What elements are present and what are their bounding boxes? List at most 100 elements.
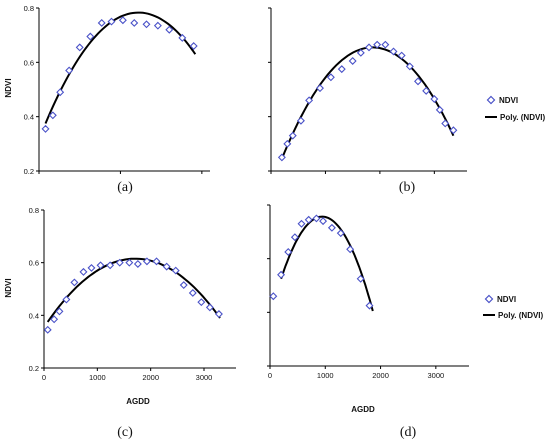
x-axis-title-d: AGDD — [351, 405, 375, 414]
panel-c: 0.2 0.4 0.6 0.8 0 1000 2000 3000 NDVI AGDD (c) — [4, 206, 236, 440]
legend-label-poly: Poly. (NDVI) — [500, 113, 546, 122]
panel-label-d: (d) — [400, 425, 417, 440]
y-tick-label: 0.8 — [29, 206, 39, 215]
data-point — [189, 42, 198, 51]
panel-a: 0.2 0.4 0.6 0.8 NDVI (a) — [4, 4, 210, 195]
data-point — [115, 258, 124, 267]
fit-line — [280, 215, 374, 312]
data-point — [214, 310, 223, 318]
y-tick-label: 0.8 — [24, 4, 34, 13]
diamond-icon — [484, 294, 494, 304]
data-point — [153, 21, 162, 30]
panel-b: (b) — [268, 7, 467, 195]
data-point — [389, 47, 398, 56]
panel-d: 0 1000 2000 3000 AGDD (d) — [267, 204, 469, 440]
data-point — [296, 116, 305, 125]
data-point — [56, 88, 65, 97]
data-point — [87, 263, 96, 272]
x-tick-label: 1000 — [89, 373, 106, 382]
data-point — [188, 288, 197, 297]
data-point — [75, 43, 84, 52]
data-point — [336, 229, 345, 238]
data-point — [422, 86, 431, 95]
data-point — [346, 245, 355, 254]
data-point — [441, 119, 450, 128]
data-point — [290, 233, 299, 242]
data-point — [284, 247, 293, 256]
data-point — [125, 258, 134, 267]
data-point — [48, 111, 57, 120]
data-point — [277, 270, 286, 279]
x-tick-label: 3000 — [196, 373, 213, 382]
data-point — [430, 95, 439, 103]
plot-area-a: 0.2 0.4 0.6 0.8 — [24, 4, 210, 176]
panel-label-a: (a) — [117, 180, 133, 195]
y-tick-label: 0.6 — [24, 58, 34, 67]
data-point — [130, 18, 139, 27]
plot-area-c: 0.2 0.4 0.6 0.8 0 1000 2000 3000 — [29, 206, 236, 382]
data-point — [43, 325, 52, 334]
plot-area-d: 0 1000 2000 3000 — [267, 204, 469, 380]
data-point — [319, 217, 328, 226]
legend-label-poly: Poly. (NDVI) — [498, 311, 544, 320]
data-point — [305, 96, 314, 105]
data-point — [162, 262, 171, 271]
data-point — [277, 153, 286, 162]
data-point — [312, 214, 321, 223]
plot-area-b — [268, 7, 467, 174]
fit-line — [280, 46, 455, 160]
data-point — [283, 139, 292, 148]
data-point — [165, 25, 174, 34]
data-point — [316, 84, 324, 93]
data-point — [118, 16, 127, 25]
data-point — [297, 219, 306, 228]
legend-bottom: NDVI Poly. (NDVI) — [483, 294, 544, 320]
data-point — [414, 77, 422, 86]
data-point — [152, 257, 161, 266]
data-point — [79, 267, 88, 276]
data-point — [205, 303, 214, 312]
data-point — [171, 266, 180, 275]
fit-line — [46, 257, 221, 323]
x-tick-label: 0 — [268, 371, 272, 380]
data-point — [178, 33, 187, 42]
diamond-icon — [486, 95, 496, 105]
legend-top: NDVI Poly. (NDVI) — [485, 95, 546, 122]
data-point — [65, 66, 74, 75]
data-point — [133, 260, 142, 268]
data-point — [96, 261, 105, 270]
x-tick-label: 2000 — [142, 373, 159, 382]
data-point — [365, 43, 373, 52]
y-tick-label: 0.4 — [24, 113, 34, 122]
data-point — [97, 18, 106, 27]
panel-label-c: (c) — [117, 425, 133, 440]
data-point — [142, 257, 151, 266]
data-point — [86, 32, 95, 41]
legend-label-ndvi: NDVI — [499, 96, 518, 105]
x-tick-label: 3000 — [427, 371, 444, 380]
data-point — [326, 73, 335, 82]
y-tick-label: 0.2 — [29, 364, 39, 373]
data-point — [327, 223, 336, 232]
data-point — [381, 40, 390, 49]
data-point — [269, 292, 278, 301]
data-point — [106, 261, 115, 270]
y-tick-label: 0.4 — [29, 311, 39, 320]
data-point — [142, 20, 151, 29]
y-tick-label: 0.6 — [29, 259, 39, 268]
x-axis-title-c: AGDD — [126, 397, 150, 406]
data-point — [197, 298, 206, 307]
data-point — [356, 274, 365, 283]
data-point — [373, 40, 382, 49]
data-point — [304, 215, 313, 224]
data-point — [397, 51, 406, 60]
y-axis-title-c: NDVI — [4, 278, 13, 297]
y-axis-title-a: NDVI — [4, 78, 13, 97]
data-point — [288, 131, 297, 140]
data-point — [41, 124, 50, 133]
legend-label-ndvi: NDVI — [497, 295, 516, 304]
data-point — [62, 295, 71, 304]
data-point — [179, 281, 188, 290]
data-point — [348, 56, 357, 65]
